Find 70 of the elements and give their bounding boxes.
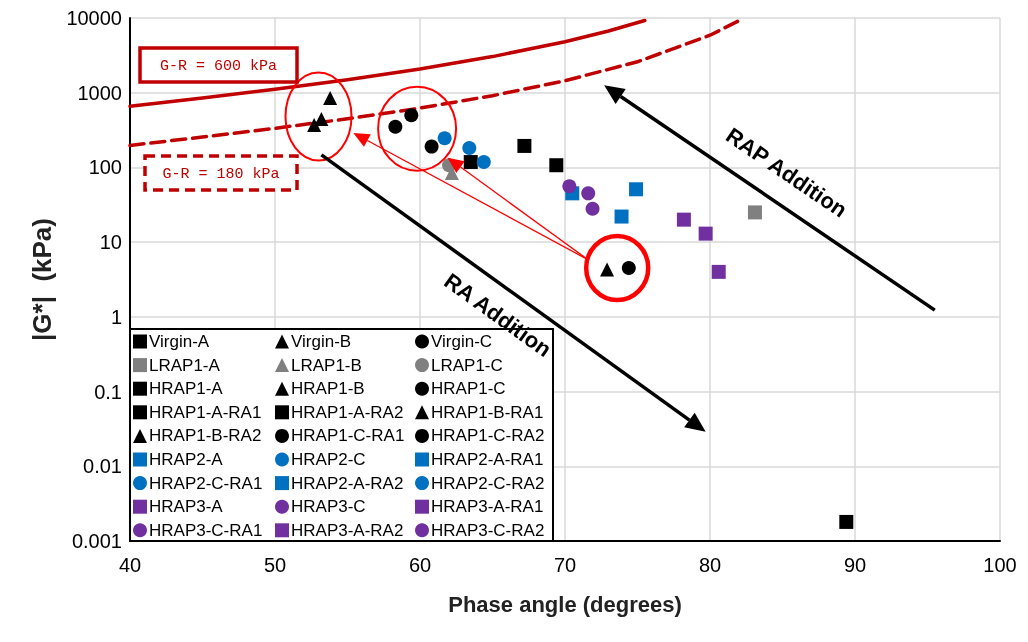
legend-label: LRAP1-C xyxy=(431,355,503,375)
legend-label: LRAP1-A xyxy=(149,355,221,375)
x-axis-title: Phase angle (degrees) xyxy=(448,591,682,617)
point xyxy=(711,264,726,279)
point xyxy=(462,141,477,155)
series-label: G-R = 180 kPa xyxy=(162,165,280,183)
point xyxy=(463,155,478,170)
point xyxy=(614,209,629,224)
legend-label: HRAP2-C-RA2 xyxy=(431,473,545,493)
legend-label: HRAP1-C xyxy=(431,379,506,399)
legend-label: HRAP1-C-RA2 xyxy=(431,426,545,446)
legend-label: HRAP3-C-RA2 xyxy=(431,520,545,540)
legend-label: HRAP1-A-RA1 xyxy=(149,402,262,422)
point xyxy=(839,514,854,529)
y-tick-label: 0.001 xyxy=(71,530,122,552)
y-tick-label: 0.01 xyxy=(83,455,122,478)
legend-label: HRAP1-A xyxy=(149,379,224,399)
legend-label: LRAP1-B xyxy=(291,355,362,375)
legend-label: HRAP2-A xyxy=(149,450,224,469)
point xyxy=(747,205,762,220)
y-tick-label: 100 xyxy=(88,156,122,179)
point xyxy=(517,138,532,153)
y-tick-label: 1000 xyxy=(77,81,122,104)
legend-label: HRAP3-C-RA1 xyxy=(149,520,263,540)
point xyxy=(388,119,403,134)
y-tick-label: 0.1 xyxy=(94,380,122,403)
legend-label: Virgin-A xyxy=(149,332,210,351)
point xyxy=(314,111,329,126)
legend-label: HRAP2-C-RA1 xyxy=(149,473,263,493)
legend-label: HRAP1-B xyxy=(291,379,365,399)
x-tick-label: 100 xyxy=(983,554,1017,576)
point xyxy=(476,155,491,170)
x-tick-label: 40 xyxy=(118,554,142,576)
point xyxy=(621,261,636,276)
y-tick-label: 10 xyxy=(99,231,122,254)
legend-label: HRAP3-A xyxy=(149,497,224,517)
legend-label: HRAP1-C-RA1 xyxy=(291,426,405,446)
point xyxy=(437,131,452,146)
x-tick-label: 80 xyxy=(698,554,722,576)
y-axis-title: |G*| (kPa) xyxy=(27,218,58,341)
point xyxy=(562,179,577,194)
point xyxy=(404,108,419,123)
legend-label: Virgin-B xyxy=(291,332,352,351)
line-series xyxy=(128,18,647,109)
x-tick-label: 90 xyxy=(843,554,867,576)
legend-label: HRAP3-C xyxy=(291,497,366,517)
x-tick-label: 50 xyxy=(263,554,287,576)
point xyxy=(424,139,439,154)
series-label: G-R = 600 kPa xyxy=(159,57,278,75)
point xyxy=(676,212,691,227)
y-tick-label: 1 xyxy=(110,305,122,328)
legend-label: HRAP3-A-RA1 xyxy=(431,497,544,517)
legend-label: HRAP1-A-RA2 xyxy=(291,402,404,422)
point xyxy=(600,262,615,277)
legend-label: HRAP1-B-RA2 xyxy=(149,426,262,446)
legend-label: HRAP2-A-RA1 xyxy=(431,450,544,469)
point xyxy=(323,90,338,105)
x-tick-label: 60 xyxy=(408,554,432,576)
point xyxy=(585,201,600,216)
y-tick-label: 10000 xyxy=(66,7,122,29)
x-tick-label: 70 xyxy=(553,554,577,576)
point xyxy=(549,158,564,173)
point xyxy=(581,186,596,201)
point xyxy=(629,182,644,197)
legend-label: HRAP2-C xyxy=(291,450,366,469)
point xyxy=(698,226,713,241)
legend-label: HRAP3-A-RA2 xyxy=(291,520,404,540)
point xyxy=(307,117,322,132)
legend-label: HRAP1-B-RA1 xyxy=(431,402,544,422)
legend-label: HRAP2-A-RA2 xyxy=(291,473,404,493)
